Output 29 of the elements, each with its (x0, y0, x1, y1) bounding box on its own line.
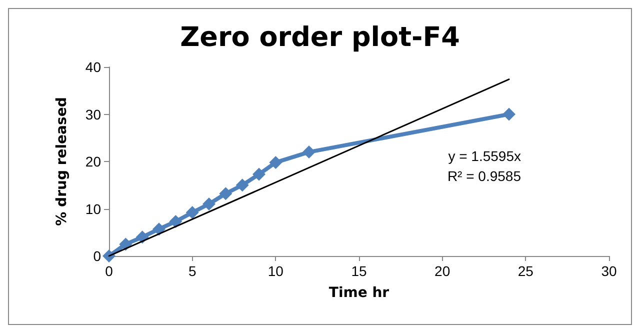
x-tick-label: 0 (105, 263, 114, 279)
y-tick-label: 0 (93, 248, 102, 264)
y-tick-label: 20 (85, 154, 102, 170)
point (502, 108, 516, 121)
point (236, 178, 249, 192)
chart-title: Zero order plot-F4 (180, 22, 460, 53)
y-tick-label: 40 (85, 59, 102, 75)
y-tick-label: 10 (85, 200, 102, 217)
point (102, 250, 116, 262)
point (202, 198, 216, 211)
point (169, 215, 182, 228)
x-axis-title: Time hr (328, 285, 390, 301)
x-tick-label: 15 (351, 263, 367, 279)
x-tick-label: 30 (601, 263, 617, 279)
y-tick-label: 30 (85, 106, 102, 122)
point (186, 206, 199, 220)
x-tick-label: 10 (268, 263, 284, 279)
annotation: R² = 0.9585 (447, 168, 522, 184)
point (119, 238, 132, 251)
x-tick-label: 5 (188, 263, 196, 279)
point (252, 168, 266, 181)
point (269, 156, 282, 169)
point (219, 187, 232, 200)
x-tick-label: 20 (434, 263, 450, 279)
x-tick-label: 25 (518, 263, 534, 279)
point (152, 222, 166, 236)
annotation: y = 1.5595x (448, 148, 522, 164)
point (302, 146, 316, 159)
y-axis-title: % drug released (54, 97, 70, 226)
